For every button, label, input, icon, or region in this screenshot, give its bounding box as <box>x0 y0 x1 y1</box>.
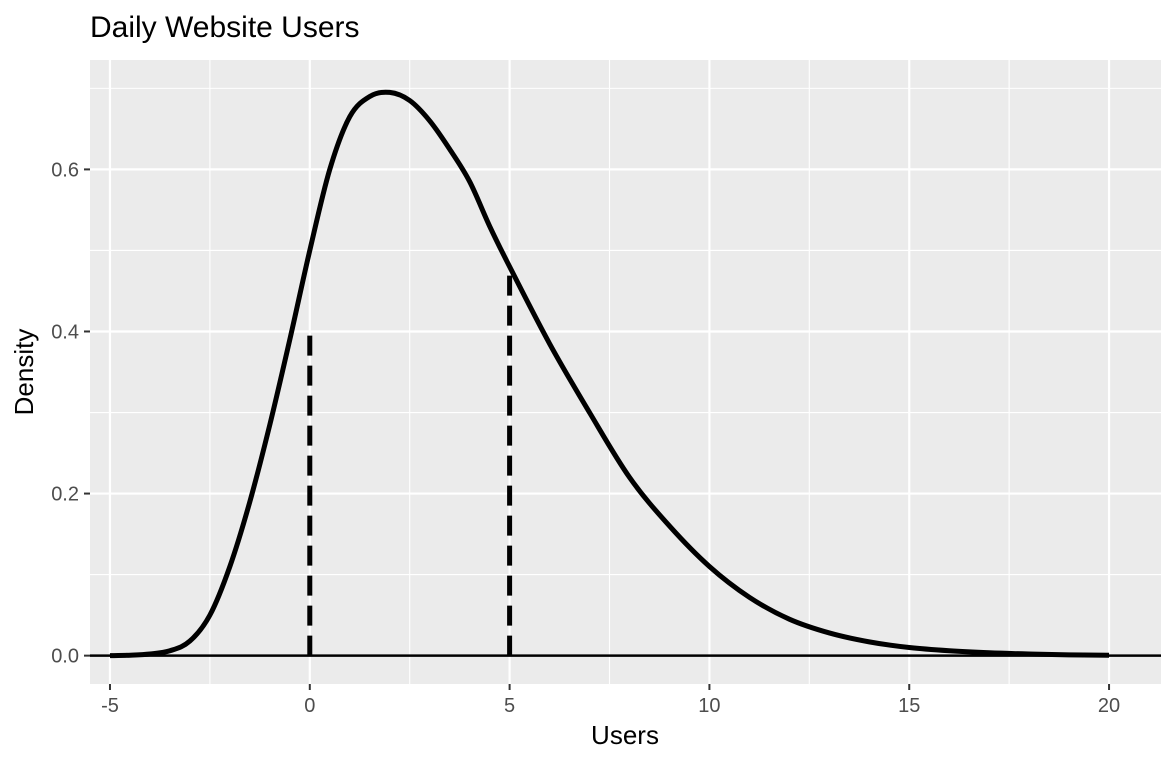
grid-minor <box>90 60 1161 684</box>
grid-major <box>90 60 1161 684</box>
y-tick-label: 0.2 <box>51 484 79 506</box>
x-axis-title: Users <box>591 720 659 750</box>
x-tick-label: 20 <box>1098 695 1120 717</box>
x-tick-label: -5 <box>101 695 119 717</box>
x-tick-label: 10 <box>698 695 720 717</box>
curve-layer <box>109 89 1110 659</box>
x-tick-label: 0 <box>304 695 315 717</box>
x-axis-ticks: -5 0 5 10 15 20 <box>101 684 1120 717</box>
y-tick-label: 0.4 <box>51 321 79 343</box>
reference-lines <box>307 266 513 656</box>
y-tick-label: 0.6 <box>51 159 79 181</box>
y-axis-title: Density <box>9 329 39 416</box>
x-tick-label: 5 <box>504 695 515 717</box>
y-tick-label: 0.0 <box>51 646 79 668</box>
x-tick-label: 15 <box>898 695 920 717</box>
y-axis-ticks: 0.0 0.2 0.4 0.6 <box>51 159 90 668</box>
plot-panel <box>90 60 1161 684</box>
chart-title: Daily Website Users <box>90 11 360 44</box>
density-curve <box>109 89 1110 659</box>
